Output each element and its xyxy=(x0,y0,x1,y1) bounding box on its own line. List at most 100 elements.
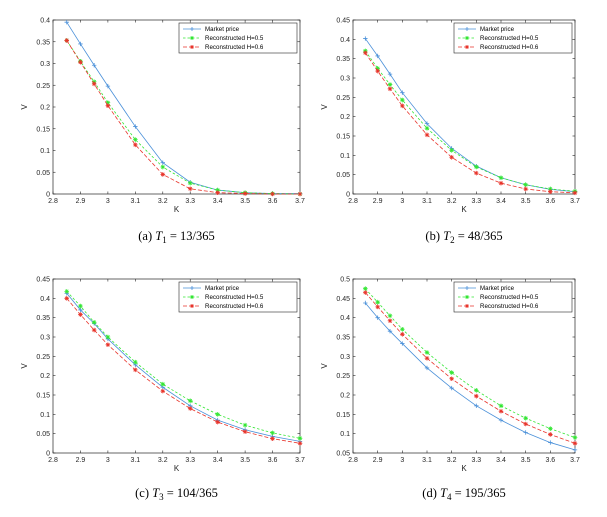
legend-marker xyxy=(190,45,194,49)
data-point xyxy=(105,83,111,89)
y-tick-label: 0.25 xyxy=(336,373,350,380)
legend: Market price Reconstructed H=0.5 Reconstru… xyxy=(178,22,298,54)
y-tick-label: 0.2 xyxy=(40,373,50,380)
data-point xyxy=(105,342,111,348)
data-point xyxy=(242,191,248,196)
y-axis-label: V xyxy=(320,363,329,369)
data-point xyxy=(133,359,138,365)
data-point xyxy=(187,180,193,186)
data-point xyxy=(375,299,380,305)
data-point xyxy=(78,312,83,317)
y-axis-label: V xyxy=(20,104,29,110)
data-point xyxy=(548,186,553,192)
data-point xyxy=(572,441,578,446)
data-point xyxy=(133,137,138,142)
legend-marker xyxy=(190,286,194,290)
y-tick-label: 0.35 xyxy=(36,39,50,46)
data-point xyxy=(187,398,193,404)
data-point xyxy=(133,142,138,148)
data-point xyxy=(498,408,504,414)
x-tick-label: 2.9 xyxy=(76,198,86,205)
data-point xyxy=(105,100,111,105)
data-point xyxy=(498,417,504,423)
y-tick-label: 0.45 xyxy=(336,18,350,25)
data-point xyxy=(387,329,393,334)
x-tick-label: 3.5 xyxy=(240,457,250,464)
x-tick-label: 3.1 xyxy=(422,457,432,464)
data-point xyxy=(133,124,138,129)
data-point xyxy=(91,320,97,325)
data-point xyxy=(400,326,405,332)
y-tick-label: 0.05 xyxy=(36,431,50,438)
data-point xyxy=(64,19,69,25)
y-tick-label: 0.25 xyxy=(336,95,350,102)
data-point xyxy=(187,186,193,192)
series-line xyxy=(365,52,576,194)
data-point xyxy=(424,132,430,138)
x-tick-label: 3 xyxy=(400,198,404,205)
data-point xyxy=(375,304,380,310)
y-tick-label: 0.25 xyxy=(36,83,50,90)
data-point xyxy=(160,172,166,177)
subfigure-caption: (c) T3 = 104/365 xyxy=(135,486,218,502)
x-tick-label: 3.2 xyxy=(158,457,168,464)
legend-label: Market price xyxy=(205,285,240,292)
data-point xyxy=(64,296,70,301)
y-tick-label: 0.3 xyxy=(40,61,50,68)
x-tick-label: 3.2 xyxy=(447,457,457,464)
data-point xyxy=(449,154,454,160)
y-tick-label: 0 xyxy=(346,192,350,199)
data-point xyxy=(375,68,380,74)
x-tick-label: 3.6 xyxy=(268,457,278,464)
x-tick-label: 3.5 xyxy=(521,457,531,464)
x-axis-label: K xyxy=(461,205,467,214)
legend-label: Reconstructed H=0.6 xyxy=(480,44,539,51)
x-tick-label: 2.8 xyxy=(348,198,358,205)
legend-label: Reconstructed H=0.5 xyxy=(205,35,264,42)
data-point xyxy=(449,376,454,382)
data-point xyxy=(548,426,553,431)
x-tick-label: 2.8 xyxy=(48,457,58,464)
data-point xyxy=(78,307,83,313)
x-tick-label: 3.5 xyxy=(240,198,250,205)
y-tick-label: 0.2 xyxy=(40,105,50,112)
legend: Market price Reconstructed H=0.5 Reconstru… xyxy=(453,22,573,54)
chart-panel: 2.8 2.9 3 3.1 3.2 3.3 3.4 3.5 3.6 3.7 0 0.05 0.1 0.15… xyxy=(20,277,305,503)
data-point xyxy=(572,190,578,196)
legend-marker xyxy=(190,36,194,40)
legend-label: Reconstructed H=0.6 xyxy=(205,303,264,310)
data-point xyxy=(424,125,430,131)
y-tick-label: 0 xyxy=(46,451,50,458)
series-line xyxy=(66,291,301,439)
chart-panel: 2.8 2.9 3 3.1 3.2 3.3 3.4 3.5 3.6 3.7 0 0.05 0.1 0.15… xyxy=(20,18,305,246)
y-tick-label: 0.5 xyxy=(340,277,350,284)
y-tick-label: 0.1 xyxy=(40,412,50,419)
subfigure-caption: (a) T1 = 13/365 xyxy=(138,229,214,245)
data-point xyxy=(400,97,405,103)
y-tick-label: 0.2 xyxy=(340,393,350,400)
legend-marker xyxy=(190,295,194,299)
legend-marker xyxy=(190,27,194,31)
x-tick-label: 3 xyxy=(106,457,110,464)
data-point xyxy=(270,191,275,197)
x-axis-label: K xyxy=(461,464,467,473)
y-tick-label: 0.1 xyxy=(340,153,350,160)
data-point xyxy=(548,432,553,437)
data-point xyxy=(523,430,528,435)
data-point xyxy=(363,50,368,56)
y-axis-label: V xyxy=(20,363,29,369)
y-tick-label: 0.4 xyxy=(340,37,350,44)
x-tick-label: 2.9 xyxy=(373,457,383,464)
data-point xyxy=(64,38,70,43)
legend-marker xyxy=(465,304,469,308)
y-tick-label: 0.3 xyxy=(40,335,50,342)
x-tick-label: 3.3 xyxy=(185,457,195,464)
legend-marker xyxy=(465,286,469,290)
y-tick-label: 0.3 xyxy=(340,76,350,83)
x-tick-label: 3.3 xyxy=(471,198,481,205)
y-axis-label: V xyxy=(320,104,329,110)
data-point xyxy=(424,350,430,355)
data-point xyxy=(387,82,393,87)
legend-label: Market price xyxy=(480,26,515,33)
